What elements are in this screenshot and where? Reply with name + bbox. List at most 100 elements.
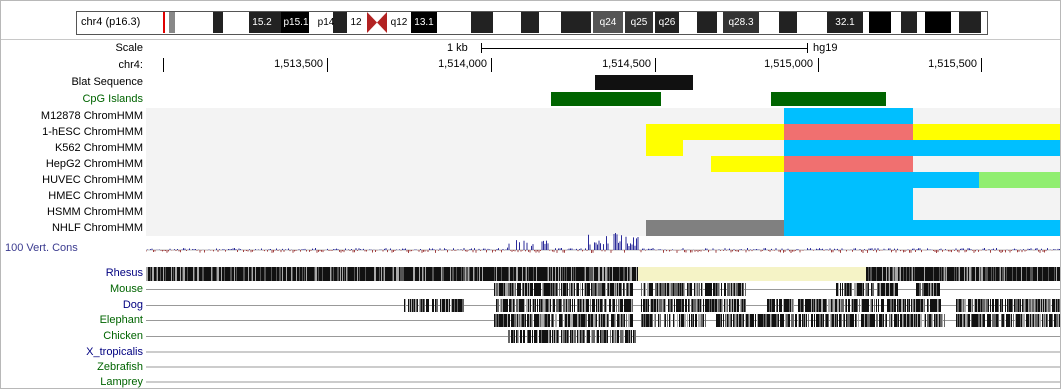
track-label-species[interactable]: Zebrafish <box>97 361 143 373</box>
track-label-chromhmm[interactable]: 1-hESC ChromHMM <box>42 126 143 138</box>
alignment-block <box>811 299 812 312</box>
alignment-block <box>1016 267 1017 281</box>
alignment-block <box>764 314 765 327</box>
alignment-block <box>1058 299 1059 312</box>
alignment-block <box>185 267 186 281</box>
alignment-block <box>632 299 633 312</box>
alignment-block <box>603 283 604 296</box>
alignment-block <box>868 267 869 281</box>
alignment-block <box>1046 267 1047 281</box>
alignment-block <box>742 283 743 296</box>
chromhmm-segment[interactable] <box>784 204 913 220</box>
alignment-block <box>178 267 179 281</box>
chromhmm-segment[interactable] <box>784 124 913 140</box>
alignment-block <box>789 299 790 312</box>
alignment-block <box>997 299 998 312</box>
chromhmm-segment[interactable] <box>711 156 784 172</box>
ideogram-divider <box>1 39 1060 40</box>
track-label-species[interactable]: Chicken <box>103 330 143 342</box>
alignment-block <box>526 299 527 312</box>
alignment-block <box>169 267 170 281</box>
cpg-island[interactable] <box>771 92 886 106</box>
chromhmm-segment[interactable] <box>979 172 1060 188</box>
alignment-block <box>584 299 585 312</box>
alignment-block <box>564 267 565 281</box>
chromhmm-segment[interactable] <box>784 188 913 204</box>
alignment-block <box>414 299 415 312</box>
alignment-block <box>659 314 660 327</box>
alignment-block <box>597 299 598 312</box>
alignment-block <box>235 267 236 281</box>
alignment-block <box>896 314 897 327</box>
track-label-chromhmm[interactable]: HMEC ChromHMM <box>48 190 143 202</box>
track-label-blat[interactable]: Blat Sequence <box>71 76 143 88</box>
alignment-block <box>202 267 203 281</box>
track-label-chromhmm[interactable]: K562 ChromHMM <box>54 142 143 154</box>
alignment-block <box>683 283 684 296</box>
alignment-block <box>836 299 837 312</box>
chromhmm-segment[interactable] <box>913 124 1060 140</box>
chromhmm-segment[interactable] <box>784 220 1060 236</box>
chromhmm-segment[interactable] <box>784 140 1060 156</box>
track-label-chromhmm[interactable]: HepG2 ChromHMM <box>45 158 143 170</box>
alignment-block <box>773 314 774 327</box>
alignment-block <box>450 267 451 281</box>
alignment-block <box>564 314 565 327</box>
ideogram-band-label: 13.1 <box>414 17 434 28</box>
track-label-species[interactable]: Mouse <box>109 283 143 295</box>
alignment-block <box>671 299 672 312</box>
alignment-block <box>574 283 575 296</box>
alignment-block <box>817 314 818 327</box>
alignment-block <box>661 283 662 296</box>
alignment-block <box>613 330 614 343</box>
alignment-block <box>589 267 590 281</box>
track-label-species[interactable]: Lamprey <box>100 376 143 388</box>
alignment-block <box>239 267 240 281</box>
alignment-block <box>574 267 575 281</box>
alignment-block <box>522 299 523 312</box>
track-label-species[interactable]: Dog <box>122 299 143 311</box>
alignment-block <box>270 267 271 281</box>
alignment-block <box>601 283 602 296</box>
alignment-block <box>912 299 913 312</box>
alignment-block <box>611 314 612 327</box>
alignment-block <box>972 267 973 281</box>
track-label-chromhmm[interactable]: HUVEC ChromHMM <box>42 174 143 186</box>
track-label-cpg[interactable]: CpG Islands <box>82 93 143 105</box>
alignment-block <box>576 314 577 327</box>
alignment-block <box>518 283 519 296</box>
alignment-block <box>461 299 462 312</box>
chromhmm-segment[interactable] <box>646 220 784 236</box>
chromhmm-segment[interactable] <box>784 108 913 124</box>
alignment-block <box>283 267 284 281</box>
track-label-species[interactable]: Elephant <box>99 314 143 326</box>
track-label-species[interactable]: X_tropicalis <box>86 346 143 358</box>
alignment-block <box>415 299 416 312</box>
chromhmm-segment[interactable] <box>646 124 784 140</box>
alignment-block <box>445 299 446 312</box>
alignment-block <box>987 299 988 312</box>
alignment-block <box>385 267 386 281</box>
track-label-chromhmm[interactable]: NHLF ChromHMM <box>51 222 143 234</box>
cpg-island[interactable] <box>551 92 661 106</box>
alignment-block <box>497 267 498 281</box>
chromhmm-segment[interactable] <box>646 140 683 156</box>
chromhmm-segment[interactable] <box>784 172 979 188</box>
conservation-wiggle[interactable] <box>146 233 1061 263</box>
alignment-block <box>605 283 606 296</box>
multiz-alignment[interactable] <box>146 265 1061 388</box>
alignment-block <box>712 299 713 312</box>
alignment-block <box>955 267 956 281</box>
alignment-block <box>1027 314 1028 327</box>
alignment-block <box>852 314 853 327</box>
alignment-block <box>1024 267 1025 281</box>
track-label-chromhmm[interactable]: M12878 ChromHMM <box>40 110 143 122</box>
blat-feature[interactable] <box>595 75 693 90</box>
track-label-chromhmm[interactable]: HSMM ChromHMM <box>47 206 143 218</box>
alignment-block <box>428 267 429 281</box>
chromhmm-segment[interactable] <box>784 156 913 172</box>
alignment-block <box>663 283 664 296</box>
track-label-conservation[interactable]: 100 Vert. Cons <box>5 242 78 254</box>
track-label-species[interactable]: Rhesus <box>105 267 143 279</box>
alignment-block <box>726 299 727 312</box>
